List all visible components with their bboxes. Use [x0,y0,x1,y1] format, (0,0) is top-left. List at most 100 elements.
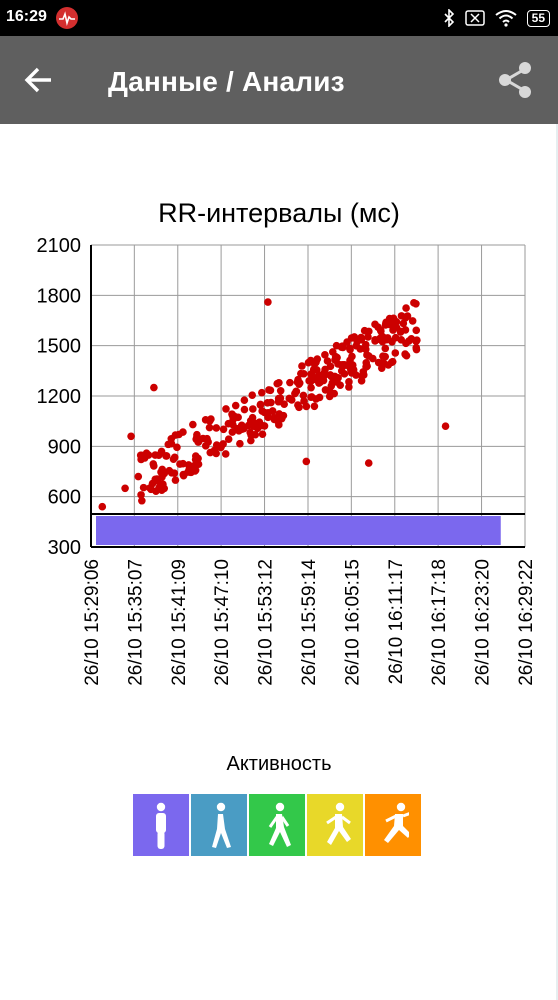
data-point [127,432,135,441]
data-point [121,484,129,493]
data-point [150,383,158,392]
app-bar: Данные / Анализ [0,36,558,124]
data-point [267,398,275,407]
data-point [379,352,387,360]
data-point [348,352,356,361]
data-point [276,386,285,395]
x-tick-label: 26/10 15:35:07 [125,559,146,686]
standing-person-icon [156,802,166,849]
activity-level-running [365,794,421,856]
battery-icon: 55 [526,9,550,27]
y-tick-label: 1800 [37,285,82,307]
y-tick-label: 900 [48,436,81,458]
data-point [248,413,257,422]
data-point [321,365,329,374]
chart-frame [90,245,525,548]
data-point [179,428,187,436]
status-time: 16:29 [6,8,47,25]
data-point [356,345,365,353]
data-point [247,436,255,445]
data-point [410,299,418,307]
data-point [235,427,243,435]
data-point [383,334,392,342]
data-point [385,314,394,323]
y-tick-label: 600 [48,487,81,509]
data-point [173,443,181,452]
data-point [298,362,306,370]
data-point [191,455,200,464]
data-point [381,344,390,353]
x-tick-label: 26/10 16:11:17 [386,559,407,684]
data-point [376,359,385,367]
data-point [376,334,384,343]
data-point [167,468,176,477]
bluetooth-icon [444,9,454,27]
data-point [307,383,315,392]
data-point [205,423,214,432]
jogging-icon [326,802,351,845]
data-point [236,439,244,448]
data-point [194,438,203,446]
data-point [221,450,230,458]
heart-monitor-icon [56,7,78,29]
data-point [307,393,316,401]
data-point [389,321,398,330]
data-point [176,460,184,468]
y-tick-label: 2100 [37,235,82,257]
share-icon [499,62,531,98]
data-point [276,394,285,403]
status-bar: 16:29 55 [0,0,558,36]
x-tick-label: 26/10 15:53:12 [256,559,277,686]
data-point [332,341,341,350]
y-tick-label: 1200 [37,386,82,408]
data-point [151,475,160,484]
activity-level-brisk-walking [249,794,305,856]
data-point [137,491,145,499]
page-title: Данные / Анализ [108,66,345,97]
data-point [179,471,188,480]
data-point [299,391,308,400]
data-point [310,365,318,374]
data-point [171,476,180,484]
walking-person-icon [212,802,231,848]
activity-legend [133,794,421,856]
data-point [212,441,221,449]
data-point [399,319,408,328]
data-point [169,455,178,463]
rr-interval-chart: 2100 1800 1500 1200 900 600 300 26/10 15:29:06… [37,235,538,686]
x-tick-label: 26/10 15:59:14 [299,559,320,686]
data-point [374,323,382,331]
wifi-icon [495,10,517,27]
data-point [256,401,265,409]
data-point [297,369,305,378]
data-point [408,317,417,325]
data-point [302,402,311,411]
data-point [302,457,311,466]
data-point [273,379,281,388]
data-point [391,333,400,342]
sim-x-icon [464,10,485,26]
data-point [347,367,356,376]
data-point [203,434,211,443]
data-point [362,359,371,367]
data-point [273,417,282,425]
data-point [331,352,340,361]
data-point [224,435,233,443]
x-tick-label: 26/10 15:47:10 [212,559,233,686]
share-button[interactable] [492,56,540,104]
data-point [219,440,227,448]
data-point [397,327,405,336]
data-point [336,381,345,390]
data-point [134,472,143,481]
data-point [157,468,165,476]
data-point [206,448,215,457]
data-point [364,333,372,341]
data-point [359,368,368,376]
data-point [323,357,332,365]
data-point [264,298,272,306]
data-point [248,391,257,400]
back-button[interactable] [18,58,62,102]
data-point [212,424,221,432]
x-tick-label: 26/10 16:17:18 [429,559,450,686]
data-point [360,326,369,335]
